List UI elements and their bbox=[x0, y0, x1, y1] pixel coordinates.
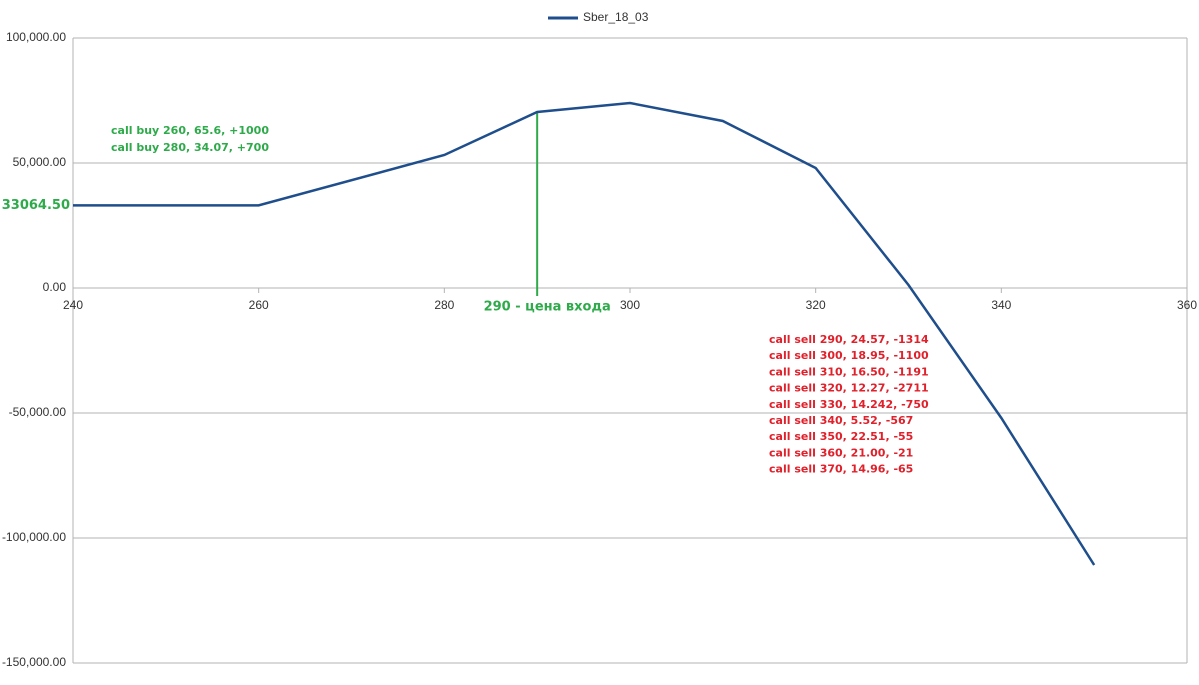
y-tick-label: -50,000.00 bbox=[9, 405, 67, 419]
sell-note: call sell 300, 18.95, -1100 bbox=[769, 349, 929, 362]
sell-note: call sell 320, 12.27, -2711 bbox=[769, 382, 929, 395]
x-tick-label: 320 bbox=[806, 298, 826, 312]
sell-note: call sell 330, 14.242, -750 bbox=[769, 398, 929, 411]
sell-note: call sell 290, 24.57, -1314 bbox=[769, 333, 929, 346]
y-tick-label: -100,000.00 bbox=[2, 530, 66, 544]
x-tick-label: 300 bbox=[620, 298, 640, 312]
level-label: 33064.50 bbox=[2, 198, 70, 213]
x-tick-label: 240 bbox=[63, 298, 83, 312]
x-tick-label: 260 bbox=[249, 298, 269, 312]
entry-label: 290 - цена входа bbox=[484, 300, 611, 315]
legend-label: Sber_18_03 bbox=[583, 10, 649, 24]
sell-note: call sell 360, 21.00, -21 bbox=[769, 446, 913, 459]
x-tick-label: 280 bbox=[434, 298, 454, 312]
x-tick-label: 340 bbox=[991, 298, 1011, 312]
y-tick-label: 0.00 bbox=[43, 280, 67, 294]
y-tick-label: 50,000.00 bbox=[13, 155, 67, 169]
sell-note: call sell 340, 5.52, -567 bbox=[769, 414, 913, 427]
buy-note: call buy 260, 65.6, +1000 bbox=[111, 124, 269, 137]
sell-note: call sell 350, 22.51, -55 bbox=[769, 430, 913, 443]
buy-note: call buy 280, 34.07, +700 bbox=[111, 141, 269, 154]
sell-note: call sell 310, 16.50, -1191 bbox=[769, 365, 929, 378]
sell-note: call sell 370, 14.96, -65 bbox=[769, 463, 913, 476]
y-tick-label: -150,000.00 bbox=[2, 655, 66, 669]
series-line bbox=[73, 101, 1096, 566]
y-tick-label: 100,000.00 bbox=[6, 30, 66, 44]
x-tick-label: 360 bbox=[1177, 298, 1197, 312]
